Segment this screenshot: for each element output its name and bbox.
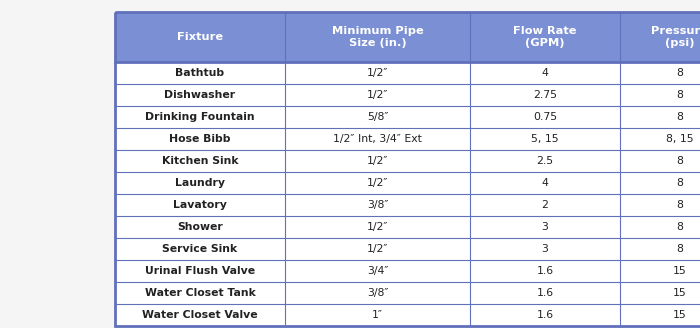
Text: 1/2″: 1/2″	[367, 178, 389, 188]
Text: 15: 15	[673, 288, 687, 298]
Text: 3: 3	[542, 222, 548, 232]
Text: 3: 3	[542, 244, 548, 254]
Bar	[115, 238, 700, 260]
Text: 4: 4	[542, 68, 548, 78]
Text: 1/2″: 1/2″	[367, 90, 389, 100]
Bar	[115, 216, 700, 238]
Text: 3/8″: 3/8″	[367, 288, 389, 298]
Text: 1/2″: 1/2″	[367, 68, 389, 78]
Text: Urinal Flush Valve: Urinal Flush Valve	[145, 266, 255, 276]
Text: 8: 8	[677, 68, 683, 78]
Text: 3/4″: 3/4″	[367, 266, 389, 276]
Text: 1.6: 1.6	[536, 310, 554, 320]
Bar	[115, 62, 700, 84]
Text: 3/8″: 3/8″	[367, 200, 389, 210]
Text: 0.75: 0.75	[533, 112, 557, 122]
Text: Drinking Fountain: Drinking Fountain	[145, 112, 255, 122]
Text: 8, 15: 8, 15	[666, 134, 694, 144]
Text: 1/2″ Int, 3/4″ Ext: 1/2″ Int, 3/4″ Ext	[333, 134, 422, 144]
Text: Minimum Pipe
Size (in.): Minimum Pipe Size (in.)	[332, 26, 424, 49]
Text: 1.6: 1.6	[536, 288, 554, 298]
Bar	[115, 150, 700, 172]
Text: 8: 8	[677, 200, 683, 210]
Text: 2.5: 2.5	[536, 156, 554, 166]
Text: 2: 2	[542, 200, 548, 210]
Text: Pressure
(psi): Pressure (psi)	[652, 26, 700, 49]
Text: Water Closet Tank: Water Closet Tank	[145, 288, 256, 298]
Bar	[115, 12, 700, 326]
Text: 2.75: 2.75	[533, 90, 557, 100]
Text: Hose Bibb: Hose Bibb	[169, 134, 231, 144]
Bar	[115, 172, 700, 194]
Text: Flow Rate
(GPM): Flow Rate (GPM)	[513, 26, 577, 49]
Bar	[115, 260, 700, 282]
Text: 1/2″: 1/2″	[367, 222, 389, 232]
Text: 5, 15: 5, 15	[531, 134, 559, 144]
Text: Laundry: Laundry	[175, 178, 225, 188]
Text: Water Closet Valve: Water Closet Valve	[142, 310, 258, 320]
Text: Lavatory: Lavatory	[173, 200, 227, 210]
Text: 8: 8	[677, 222, 683, 232]
Text: Shower: Shower	[177, 222, 223, 232]
Text: 8: 8	[677, 112, 683, 122]
Bar	[115, 128, 700, 150]
Text: 8: 8	[677, 90, 683, 100]
Text: Dishwasher: Dishwasher	[164, 90, 236, 100]
Bar	[115, 12, 700, 62]
Bar	[115, 304, 700, 326]
Bar	[115, 106, 700, 128]
Text: 4: 4	[542, 178, 548, 188]
Text: 8: 8	[677, 244, 683, 254]
Bar	[115, 84, 700, 106]
Text: 8: 8	[677, 156, 683, 166]
Text: 1″: 1″	[372, 310, 383, 320]
Text: 1/2″: 1/2″	[367, 244, 389, 254]
Text: Kitchen Sink: Kitchen Sink	[162, 156, 238, 166]
Text: 1.6: 1.6	[536, 266, 554, 276]
Bar	[115, 282, 700, 304]
Bar	[115, 194, 700, 216]
Text: Service Sink: Service Sink	[162, 244, 237, 254]
Text: Fixture: Fixture	[177, 32, 223, 42]
Text: 8: 8	[677, 178, 683, 188]
Text: 5/8″: 5/8″	[367, 112, 389, 122]
Text: Bathtub: Bathtub	[176, 68, 225, 78]
Text: 15: 15	[673, 310, 687, 320]
Text: 1/2″: 1/2″	[367, 156, 389, 166]
Text: 15: 15	[673, 266, 687, 276]
